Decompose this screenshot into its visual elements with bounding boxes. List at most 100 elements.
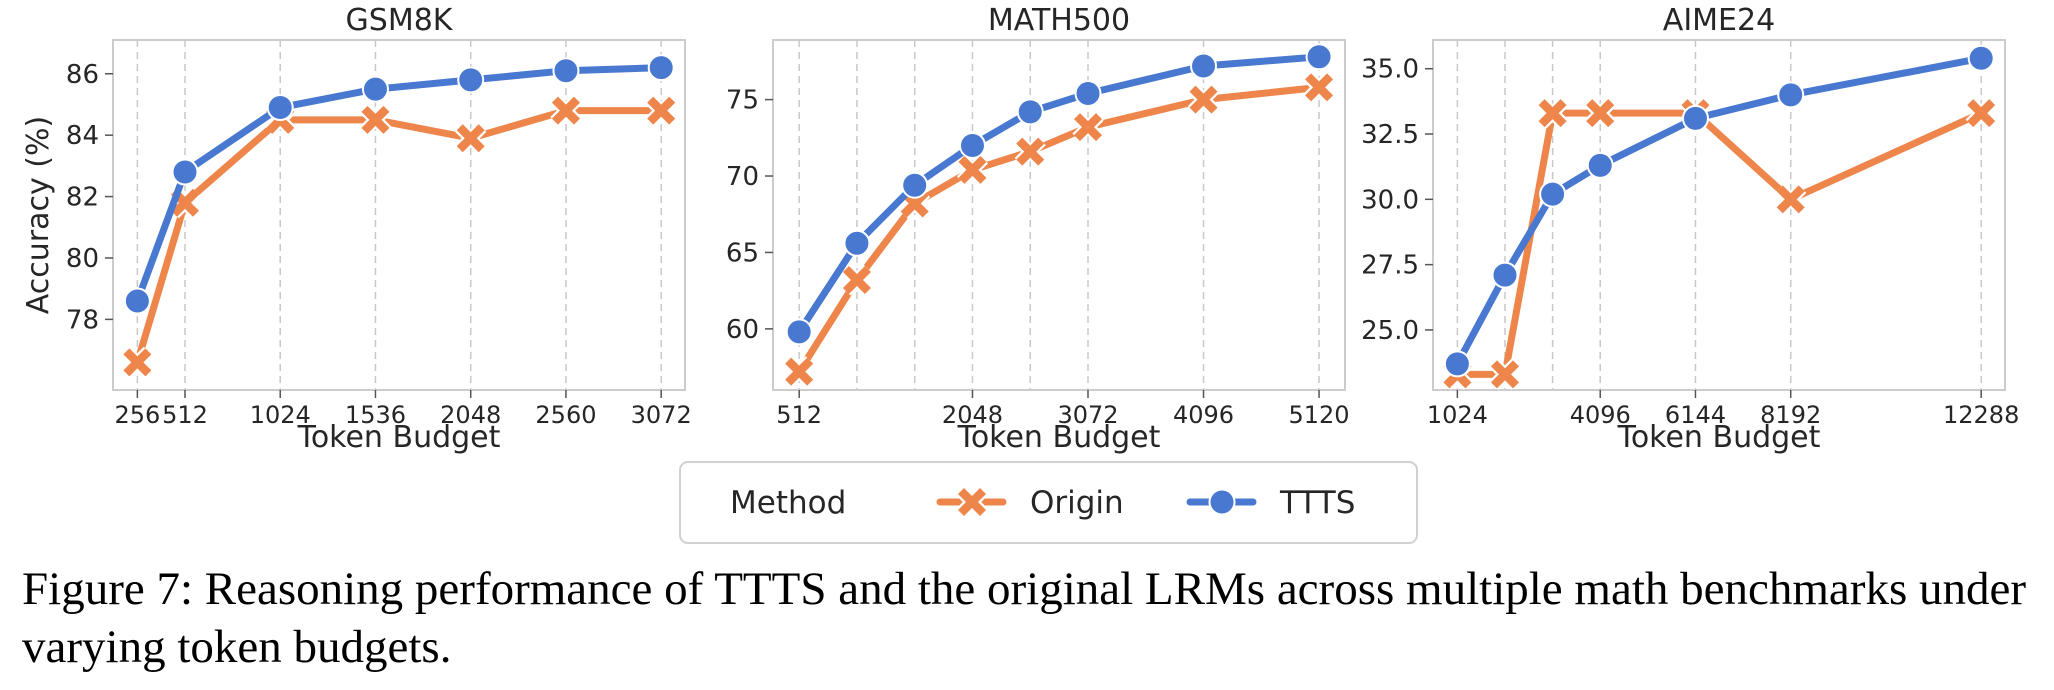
y-tick-label: 60 bbox=[726, 315, 759, 345]
ttts-point bbox=[1967, 44, 1995, 72]
y-tick-label: 35.0 bbox=[1361, 55, 1419, 85]
origin-point bbox=[1775, 183, 1807, 215]
chart-panel-AIME24: 25.0 27.5 30.0 32.5 35.0 1024 4096 6144 8192 1228… bbox=[1361, 3, 2019, 455]
ttts-point bbox=[958, 131, 986, 159]
ttts-point bbox=[1305, 43, 1333, 71]
y-tick-label: 30.0 bbox=[1361, 185, 1419, 215]
origin-marker-stroke bbox=[1776, 185, 1805, 214]
ttts-point bbox=[266, 94, 294, 122]
origin-point bbox=[1584, 97, 1616, 129]
axes-frame bbox=[1432, 39, 2006, 391]
legend: Method Origin TTTS bbox=[679, 461, 1418, 544]
origin-point bbox=[1965, 97, 1997, 129]
origin-point bbox=[1537, 97, 1569, 129]
origin-marker-stroke bbox=[1586, 99, 1615, 128]
series-line-ttts bbox=[795, 53, 1323, 336]
ttts-point bbox=[901, 171, 929, 199]
x-axis-label: Token Budget bbox=[297, 420, 501, 455]
chart-title: AIME24 bbox=[1663, 3, 1775, 38]
x-tick-label: 6144 bbox=[1665, 401, 1726, 429]
origin-point bbox=[841, 264, 873, 296]
x-tick-label: 512 bbox=[162, 401, 208, 429]
x-tick-label: 2560 bbox=[535, 401, 596, 429]
y-tick-label: 70 bbox=[726, 162, 759, 192]
ttts-point bbox=[1016, 98, 1044, 126]
x-tick-label: 5120 bbox=[1289, 401, 1350, 429]
legend-ttts-marker bbox=[1208, 488, 1236, 516]
series-line-origin bbox=[795, 83, 1323, 376]
x-tick-label: 12288 bbox=[1943, 401, 2019, 429]
ttts-point bbox=[171, 158, 199, 186]
origin-marker-stroke bbox=[551, 96, 580, 125]
x-tick-label: 256 bbox=[114, 401, 160, 429]
ttts-point bbox=[647, 54, 675, 82]
origin-marker-stroke bbox=[958, 155, 987, 184]
x-tick-label: 1024 bbox=[1427, 401, 1488, 429]
origin-point bbox=[121, 346, 153, 378]
ttts-point bbox=[1586, 151, 1614, 179]
x-axis-label: Token Budget bbox=[957, 420, 1161, 455]
y-tick-label: 82 bbox=[66, 183, 99, 213]
ttts-point bbox=[785, 318, 813, 346]
ttts-point bbox=[1074, 79, 1102, 107]
chart-panel-GSM8K: 78 80 82 84 86 256 512 1024 1536 2048 2560 3072 GSM8… bbox=[21, 3, 692, 455]
origin-marker-stroke bbox=[361, 105, 390, 134]
origin-point bbox=[1303, 71, 1335, 103]
x-tick-label: 1536 bbox=[345, 401, 406, 429]
y-tick-label: 78 bbox=[66, 305, 99, 335]
origin-marker-stroke bbox=[456, 124, 485, 153]
origin-point bbox=[1072, 111, 1104, 143]
x-tick-label: 3072 bbox=[1057, 401, 1118, 429]
origin-marker-stroke bbox=[1538, 99, 1567, 128]
ttts-point bbox=[552, 57, 580, 85]
series-line-ttts bbox=[133, 64, 665, 305]
ttts-point bbox=[1491, 261, 1519, 289]
x-tick-label: 4096 bbox=[1570, 401, 1631, 429]
origin-marker-stroke bbox=[842, 265, 871, 294]
origin-marker-stroke bbox=[785, 357, 814, 386]
origin-point bbox=[550, 95, 582, 127]
y-tick-label: 86 bbox=[66, 60, 99, 90]
legend-origin-label: Origin bbox=[1030, 485, 1124, 521]
y-tick-label: 84 bbox=[66, 121, 99, 151]
ttts-point bbox=[843, 229, 871, 257]
legend-origin-marker bbox=[956, 486, 988, 518]
legend-title: Method bbox=[730, 485, 846, 521]
origin-marker-stroke bbox=[1967, 99, 1996, 128]
ttts-point bbox=[123, 287, 151, 315]
ttts-point bbox=[1190, 52, 1218, 80]
origin-marker-stroke bbox=[647, 96, 676, 125]
origin-point bbox=[1014, 135, 1046, 168]
y-tick-label: 25.0 bbox=[1361, 316, 1419, 346]
chart-title: MATH500 bbox=[988, 3, 1130, 38]
legend-frame bbox=[679, 461, 1418, 544]
x-tick-label: 512 bbox=[776, 401, 822, 429]
y-tick-label: 75 bbox=[726, 86, 759, 116]
origin-point bbox=[455, 122, 487, 154]
ttts-point bbox=[1681, 104, 1709, 132]
origin-marker-stroke bbox=[1073, 113, 1102, 142]
origin-point bbox=[645, 95, 677, 127]
x-tick-label: 2048 bbox=[942, 401, 1003, 429]
series-line-origin bbox=[1453, 109, 1985, 378]
origin-point bbox=[783, 356, 815, 388]
origin-marker-stroke bbox=[123, 348, 152, 377]
y-tick-label: 27.5 bbox=[1361, 251, 1419, 281]
origin-point bbox=[956, 154, 989, 186]
x-tick-label: 3072 bbox=[631, 401, 692, 429]
y-tick-label: 65 bbox=[726, 238, 759, 268]
x-tick-label: 1024 bbox=[250, 401, 311, 429]
origin-point bbox=[1187, 84, 1220, 116]
origin-marker-stroke bbox=[1490, 360, 1519, 389]
origin-marker-stroke bbox=[170, 188, 199, 217]
axes-frame bbox=[112, 39, 686, 391]
ttts-point bbox=[457, 66, 485, 94]
chart-title: GSM8K bbox=[346, 3, 454, 38]
ttts-point bbox=[1539, 180, 1567, 208]
x-tick-label: 2048 bbox=[440, 401, 501, 429]
ttts-point bbox=[1777, 81, 1805, 109]
origin-marker-stroke bbox=[1189, 85, 1218, 114]
y-axis-label: Accuracy (%) bbox=[21, 116, 56, 314]
x-tick-label: 8192 bbox=[1760, 401, 1821, 429]
